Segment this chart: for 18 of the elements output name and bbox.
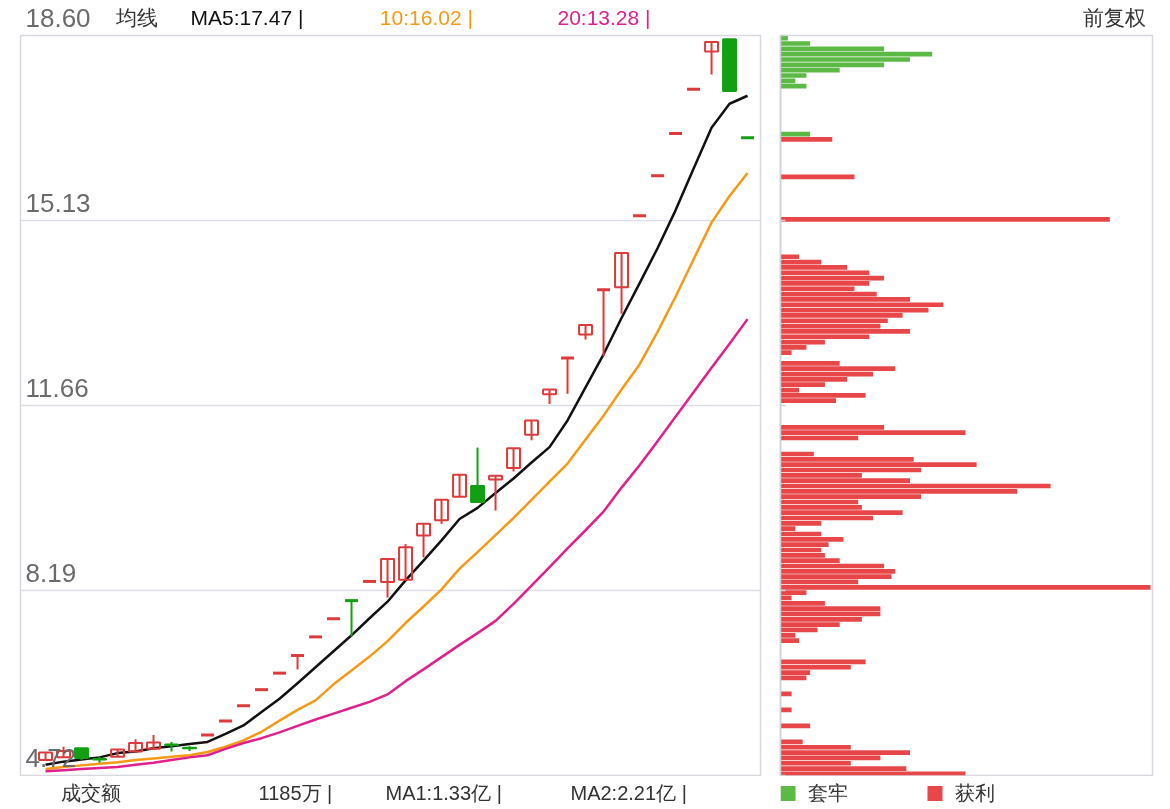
text: 1185万 | (258, 782, 333, 804)
legend-label: 套牢 (807, 782, 848, 804)
text: 20:13.28 | (557, 6, 651, 29)
legend-title: 均线 (114, 6, 158, 29)
y-tick-label: 15.13 (25, 187, 91, 218)
y-tick-label: 11.66 (25, 372, 89, 403)
bar (780, 137, 833, 142)
text: 10:16.02 | (379, 6, 473, 29)
bar (780, 174, 855, 180)
legend-label: 获利 (954, 782, 995, 804)
text: MA2:2.21亿 | (570, 782, 687, 804)
y-tick-label: 8.19 (25, 557, 77, 588)
text: MA1:1.33亿 | (385, 782, 502, 804)
text: 前复权 (1082, 6, 1146, 29)
bar (780, 217, 1110, 222)
text: MA5:17.47 | (190, 6, 304, 29)
y-tick-label: 18.60 (25, 2, 91, 33)
text: 成交额 (60, 782, 121, 804)
